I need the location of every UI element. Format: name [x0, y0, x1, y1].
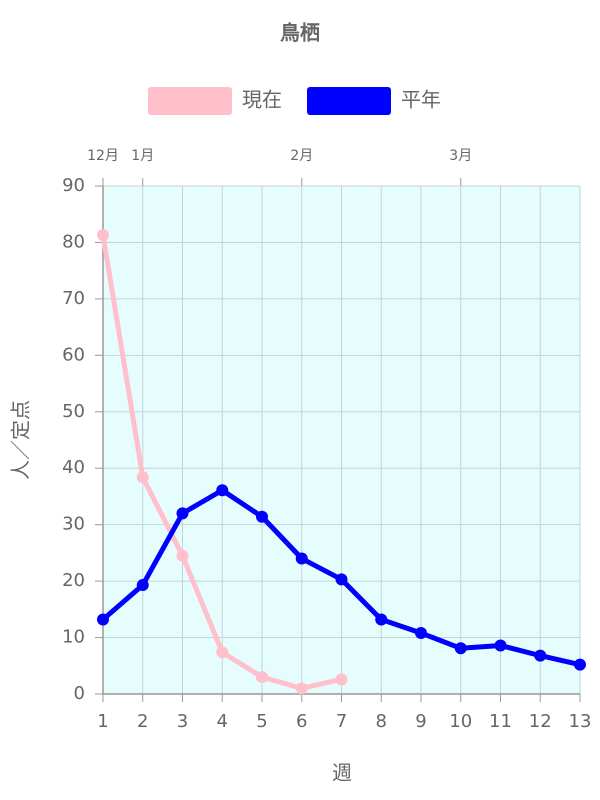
x2-tick-label: 2月 — [290, 148, 313, 164]
legend-label: 平年 — [401, 88, 441, 112]
data-point — [375, 613, 388, 626]
y-tick-label: 0 — [74, 683, 85, 704]
x-tick-label: 6 — [296, 711, 307, 732]
data-point — [494, 639, 507, 652]
x2-tick-label: 1月 — [131, 148, 154, 164]
x-axis-title: 週 — [332, 761, 352, 785]
x-tick-label: 12 — [529, 711, 552, 732]
data-point — [216, 646, 229, 659]
data-point — [176, 549, 189, 562]
chart-title: 鳥栖 — [280, 21, 320, 45]
x-tick-label: 11 — [489, 711, 512, 732]
data-point — [256, 510, 268, 523]
y-tick-label: 90 — [62, 175, 85, 196]
data-point — [335, 573, 348, 586]
x-tick-label: 8 — [376, 711, 387, 732]
x-tick-label: 10 — [449, 711, 472, 732]
x-tick-label: 1 — [97, 711, 108, 732]
data-point — [534, 649, 547, 662]
data-point — [176, 507, 189, 520]
data-point — [454, 642, 467, 655]
legend-swatch — [148, 87, 232, 115]
x-tick-label: 5 — [256, 711, 267, 732]
y-tick-label: 60 — [62, 344, 85, 365]
data-point — [415, 627, 427, 640]
data-point — [97, 229, 109, 242]
x-tick-label: 4 — [217, 711, 228, 732]
y-tick-label: 10 — [62, 627, 85, 648]
x-tick-label: 2 — [137, 711, 148, 732]
y-tick-label: 40 — [62, 457, 85, 478]
data-point — [256, 671, 268, 684]
x-tick-label: 9 — [415, 711, 426, 732]
data-point — [216, 484, 229, 497]
y-axis-title: 人／定点 — [9, 400, 33, 480]
y-tick-label: 20 — [62, 570, 85, 591]
legend-swatch — [307, 87, 391, 115]
x2-tick-label: 3月 — [449, 148, 472, 164]
data-point — [136, 471, 149, 484]
data-point — [97, 613, 109, 626]
x-tick-label: 3 — [177, 711, 188, 732]
data-point — [574, 658, 586, 671]
data-point — [295, 682, 308, 695]
x-tick-label: 13 — [569, 711, 592, 732]
legend-label: 現在 — [242, 88, 282, 112]
y-tick-label: 50 — [62, 401, 85, 422]
y-tick-label: 70 — [62, 288, 85, 309]
y-tick-label: 30 — [62, 514, 85, 535]
x2-tick-label: 12月 — [87, 148, 119, 164]
y-tick-label: 80 — [62, 231, 85, 252]
data-point — [295, 552, 308, 565]
data-point — [335, 673, 348, 686]
x-tick-label: 7 — [336, 711, 347, 732]
data-point — [136, 579, 149, 592]
